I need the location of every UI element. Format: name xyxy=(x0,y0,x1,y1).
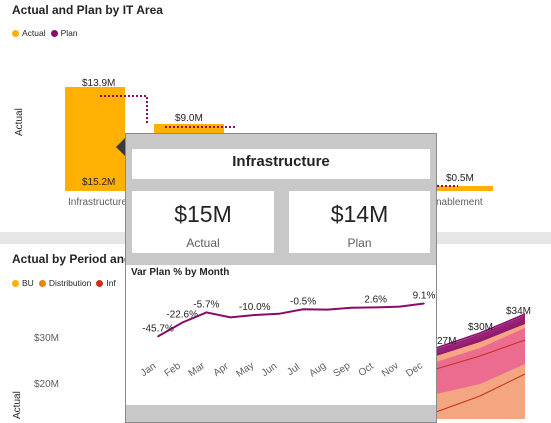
legend-item-plan[interactable]: Plan xyxy=(50,28,78,38)
var-plan-line-chart: -45.7% -22.6%-5.7% -10.0% -0.5% 2.6% 9.1% Jan F… xyxy=(139,291,436,380)
month-tick-label: Apr xyxy=(212,361,232,379)
legend-label-bu: BU xyxy=(22,278,34,288)
tooltip-title: Infrastructure xyxy=(232,153,330,170)
legend-item-inf[interactable]: Inf xyxy=(96,278,116,288)
bar-actual-second[interactable] xyxy=(154,124,224,134)
var-plan-point[interactable] xyxy=(326,308,329,311)
plan-label-second: $9.0M xyxy=(175,113,203,124)
var-plan-point[interactable] xyxy=(399,305,401,308)
kpi-actual-value: $15M xyxy=(174,201,232,227)
legend-item-distribution[interactable]: Distribution xyxy=(38,278,92,288)
var-plan-point[interactable] xyxy=(302,308,304,311)
month-tick-label: May xyxy=(234,360,256,380)
var-plan-point[interactable] xyxy=(423,302,425,305)
kpi-plan-value: $14M xyxy=(330,201,389,227)
var-plan-data-label: 2.6% xyxy=(364,294,387,305)
legend-label-distribution: Distribution xyxy=(48,278,92,288)
legend-label-inf: Inf xyxy=(106,278,116,288)
legend-label-plan: Plan xyxy=(60,28,78,38)
bar-actual-infrastructure[interactable] xyxy=(65,87,125,191)
kpi-card-actual: $15M Actual xyxy=(132,191,274,253)
area-inf xyxy=(436,315,525,356)
kpi-plan-label: Plan xyxy=(347,236,372,250)
month-tick-label: Mar xyxy=(187,360,208,379)
tooltip-pointer-icon xyxy=(116,137,126,157)
category-label-enablement: nablement xyxy=(436,197,483,208)
month-tick-label: Jan xyxy=(139,361,159,379)
legend-dot-icon xyxy=(50,29,58,37)
plan-label-enablement: $0.5M xyxy=(446,173,474,184)
bottom-visual-title: Actual by Period and xyxy=(12,252,132,266)
legend-item-bu[interactable]: BU xyxy=(12,278,34,288)
plan-label-infrastructure: $13.9M xyxy=(82,78,116,89)
plan-marker-infrastructure xyxy=(100,95,148,125)
area-line-3 xyxy=(435,373,526,413)
kpi-card-plan: $14M Plan xyxy=(289,191,430,253)
var-plan-point[interactable] xyxy=(229,316,232,319)
month-tick-label: Jul xyxy=(285,362,302,378)
area-line-1 xyxy=(435,313,526,349)
var-plan-point[interactable] xyxy=(253,314,256,316)
legend-label-actual: Actual xyxy=(22,28,46,38)
var-plan-chart-card: Var Plan % by Month -45.7% -22.6% -5.7% -10… xyxy=(126,265,436,405)
area-distribution xyxy=(436,328,525,394)
area-line-2 xyxy=(435,339,526,370)
month-tick-label: Dec xyxy=(404,360,425,379)
bottom-visual[interactable]: Actual by Period and BU Distribution Inf… xyxy=(0,244,551,419)
top-visual[interactable]: Actual and Plan by IT Area Actual Plan A… xyxy=(0,0,551,232)
var-plan-data-label: -5.7% xyxy=(193,299,219,310)
var-plan-point[interactable] xyxy=(374,306,377,309)
legend-dot-icon xyxy=(96,279,104,287)
month-tick-label: Nov xyxy=(380,360,401,379)
legend-dot-icon xyxy=(12,279,19,287)
month-tick-label: Aug xyxy=(307,360,328,379)
bottom-visual-legend: BU Distribution Inf xyxy=(12,278,121,288)
var-plan-data-label: -0.5% xyxy=(290,296,316,307)
var-plan-data-label: -45.7% xyxy=(142,323,174,334)
data-label-27m: 27M xyxy=(437,336,457,347)
data-label-30m: $30M xyxy=(468,322,494,333)
tooltip-header: Infrastructure xyxy=(132,149,430,179)
top-visual-title: Actual and Plan by IT Area xyxy=(12,3,163,17)
var-plan-data-label: -10.0% xyxy=(239,302,271,313)
y-tick-20m: $20M xyxy=(34,379,60,390)
plan-markers xyxy=(100,95,458,187)
var-plan-point[interactable] xyxy=(157,335,159,338)
var-plan-point[interactable] xyxy=(350,307,353,309)
data-label-34m: $34M xyxy=(506,306,532,317)
legend-item-actual[interactable]: Actual xyxy=(12,28,46,38)
kpi-actual-label: Actual xyxy=(186,236,220,250)
legend-dot-icon xyxy=(12,29,19,37)
var-plan-point[interactable] xyxy=(181,321,183,324)
stacked-area-chart[interactable] xyxy=(0,244,551,419)
top-visual-legend: Actual Plan xyxy=(12,28,83,38)
category-label-infrastructure: Infrastructure xyxy=(68,197,127,208)
legend-dot-icon xyxy=(38,279,46,287)
var-plan-data-label: 9.1% xyxy=(413,291,436,302)
month-tick-label: Sep xyxy=(332,360,353,379)
bar-actual-enablement[interactable] xyxy=(437,186,493,191)
var-plan-chart-title: Var Plan % by Month xyxy=(131,267,230,278)
tooltip: Infrastructure $15M Actual $14M Plan Var… xyxy=(125,133,437,423)
month-tick-label: Oct xyxy=(357,361,376,379)
var-plan-point[interactable] xyxy=(278,313,280,315)
month-tick-label: Feb xyxy=(163,360,184,379)
var-plan-line xyxy=(157,302,425,338)
var-plan-data-label: -22.6% xyxy=(166,310,198,321)
actual-label-infrastructure: $15.2M xyxy=(82,177,116,188)
var-plan-point[interactable] xyxy=(205,311,208,314)
month-tick-label: Jun xyxy=(260,361,280,379)
y-tick-30m: $30M xyxy=(34,333,60,344)
